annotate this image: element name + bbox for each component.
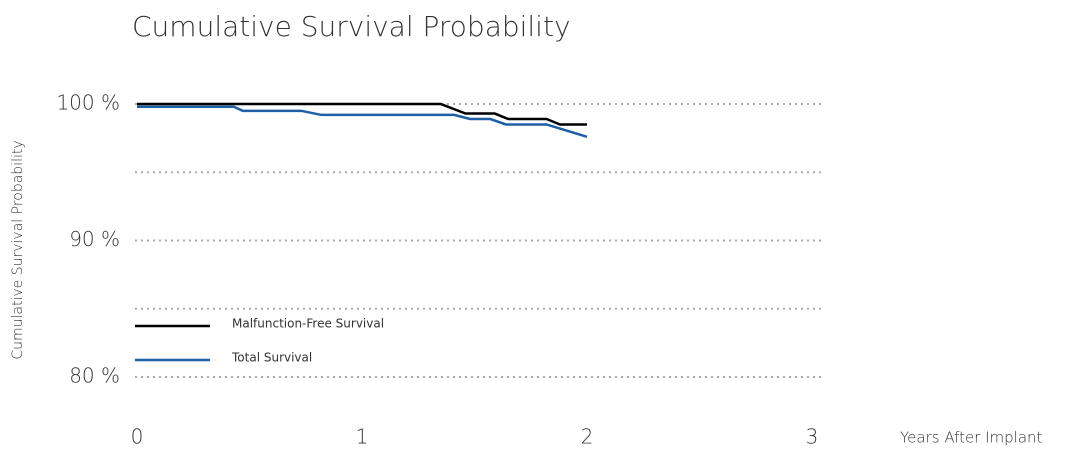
x-axis-label: Years After Implant — [900, 429, 1043, 447]
y-tick-label: 80 % — [69, 364, 120, 388]
x-tick-label: 0 — [131, 425, 144, 449]
y-tick-label: 100 % — [56, 91, 120, 115]
x-tick-label: 2 — [581, 425, 594, 449]
y-axis-label: Cumulative Survival Probability — [10, 140, 26, 359]
chart-title: Cumulative Survival Probability — [132, 10, 571, 43]
y-tick-label: 90 % — [69, 227, 120, 251]
x-tick-label: 3 — [806, 425, 819, 449]
legend-label: Total Survival — [231, 351, 312, 365]
survival-line — [137, 102, 587, 126]
x-tick-label: 1 — [356, 425, 369, 449]
survival-line — [137, 105, 588, 138]
legend-label: Malfunction-Free Survival — [232, 317, 384, 331]
